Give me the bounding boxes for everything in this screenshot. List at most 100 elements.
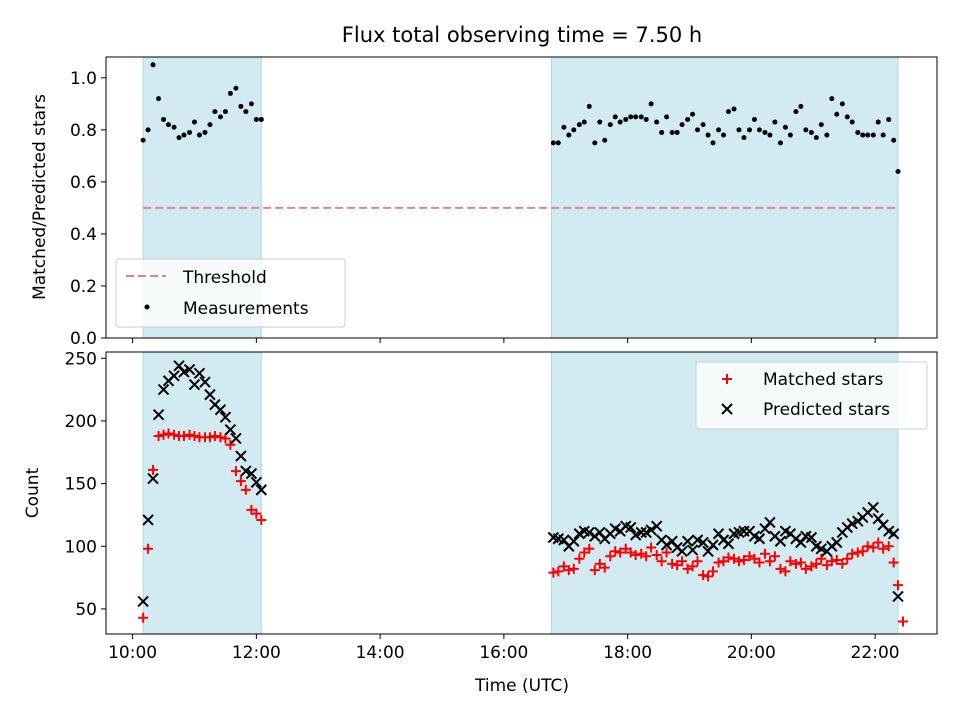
matched-star-point xyxy=(599,562,610,573)
matched-star-point xyxy=(589,565,600,576)
bottom-y-tick-label: 100 xyxy=(65,537,97,557)
x-tick-label: 12:00 xyxy=(232,643,281,663)
matched-star-point xyxy=(754,557,765,568)
predicted-star-point xyxy=(697,536,709,549)
x-tick-label: 14:00 xyxy=(356,643,405,663)
predicted-star-point xyxy=(867,501,879,514)
measurement-point xyxy=(212,109,218,115)
matched-star-point xyxy=(862,541,873,552)
predicted-star-point xyxy=(805,531,818,544)
measurement-point xyxy=(638,114,644,120)
legend-box xyxy=(695,361,928,430)
x-tick-label: 16:00 xyxy=(479,643,528,663)
matched-star-point xyxy=(852,547,863,558)
measurement-point xyxy=(238,103,244,109)
measurement-point xyxy=(695,127,701,133)
measurement-point xyxy=(654,119,660,125)
matched-star-point xyxy=(184,429,195,440)
matched-star-point xyxy=(759,548,770,559)
measurement-point xyxy=(813,135,819,141)
measurement-point xyxy=(793,109,799,115)
measurement-point xyxy=(648,101,654,107)
matched-star-point xyxy=(713,557,724,568)
measurement-point xyxy=(875,119,881,125)
matched-star-point xyxy=(708,566,719,577)
predicted-star-point xyxy=(183,363,196,376)
predicted-star-point xyxy=(245,467,258,480)
matched-star-point xyxy=(169,429,180,440)
measurement-point xyxy=(566,132,572,138)
measurement-point xyxy=(865,132,871,138)
measurements-series xyxy=(140,62,901,174)
x-tick-label: 22:00 xyxy=(851,643,900,663)
measurement-point xyxy=(679,122,685,128)
measurement-point xyxy=(798,103,804,109)
measurement-point xyxy=(824,132,830,138)
matched-star-point xyxy=(574,553,585,564)
measurement-point xyxy=(685,116,691,122)
matched-star-point xyxy=(651,550,662,561)
measurement-point xyxy=(187,129,193,135)
predicted-star-point xyxy=(214,403,227,416)
matched-star-point xyxy=(857,546,868,557)
measurement-point xyxy=(617,119,623,125)
measurement-point xyxy=(886,116,892,122)
matched-star-point xyxy=(189,430,200,441)
measurement-point xyxy=(756,127,762,133)
top-y-tick-label: 1.0 xyxy=(70,69,97,89)
measurement-point xyxy=(555,140,561,146)
predicted-star-point xyxy=(224,423,237,436)
measurement-point xyxy=(808,129,814,135)
measurement-point xyxy=(731,106,737,112)
legend-predicted-label: Predicted stars xyxy=(763,400,890,420)
predicted-star-point xyxy=(157,383,170,396)
measurement-point xyxy=(643,116,649,122)
measurement-point xyxy=(860,132,866,138)
count-panel: Count 50 100 150 200 250 10:00 12:00 14:00 16:00… xyxy=(23,349,938,663)
predicted-star-point xyxy=(188,378,201,391)
predicted-star-point xyxy=(676,545,688,557)
bottom-y-tick-label: 50 xyxy=(75,600,97,620)
measurement-point xyxy=(787,132,793,138)
matched-star-point xyxy=(661,547,672,558)
matched-star-point xyxy=(764,556,775,567)
top-y-tick-label: 0.4 xyxy=(70,225,97,245)
matched-star-point xyxy=(837,558,848,569)
measurement-point xyxy=(227,90,233,96)
matched-star-point xyxy=(615,547,626,558)
matched-star-point xyxy=(610,546,621,557)
predicted-star-point xyxy=(255,484,268,496)
matched-star-point xyxy=(733,556,744,567)
matched-star-point xyxy=(256,514,267,525)
measurement-point xyxy=(150,62,156,68)
predicted-star-point xyxy=(686,544,699,556)
measurement-point xyxy=(855,129,861,135)
matched-star-point xyxy=(795,557,806,568)
top-y-axis-label: Matched/Predicted stars xyxy=(30,94,50,300)
measurement-point xyxy=(581,119,587,125)
matched-star-point xyxy=(163,428,174,439)
measurement-point xyxy=(777,140,783,146)
measurement-point xyxy=(818,122,824,128)
matched-star-point xyxy=(240,484,251,495)
measurement-point xyxy=(725,109,731,115)
matched-star-point xyxy=(251,508,262,519)
legend-measurements-swatch xyxy=(144,304,150,310)
predicted-star-point xyxy=(774,535,787,547)
top-y-tick-label: 0.2 xyxy=(70,277,97,297)
matched-star-point xyxy=(230,466,241,477)
matched-star-point xyxy=(780,566,791,577)
measurement-point xyxy=(248,101,254,107)
predicted-star-point xyxy=(168,370,180,382)
measurement-point xyxy=(880,132,886,138)
measurement-point xyxy=(161,116,167,122)
predicted-star-point xyxy=(199,376,211,388)
matched-star-point xyxy=(785,556,796,567)
measurement-point xyxy=(176,135,182,141)
measurement-point xyxy=(674,129,680,135)
matched-star-point xyxy=(831,555,842,566)
matched-star-point xyxy=(769,551,780,562)
matched-star-point xyxy=(883,541,894,552)
matched-star-point xyxy=(878,543,889,554)
measurement-point xyxy=(253,116,259,122)
